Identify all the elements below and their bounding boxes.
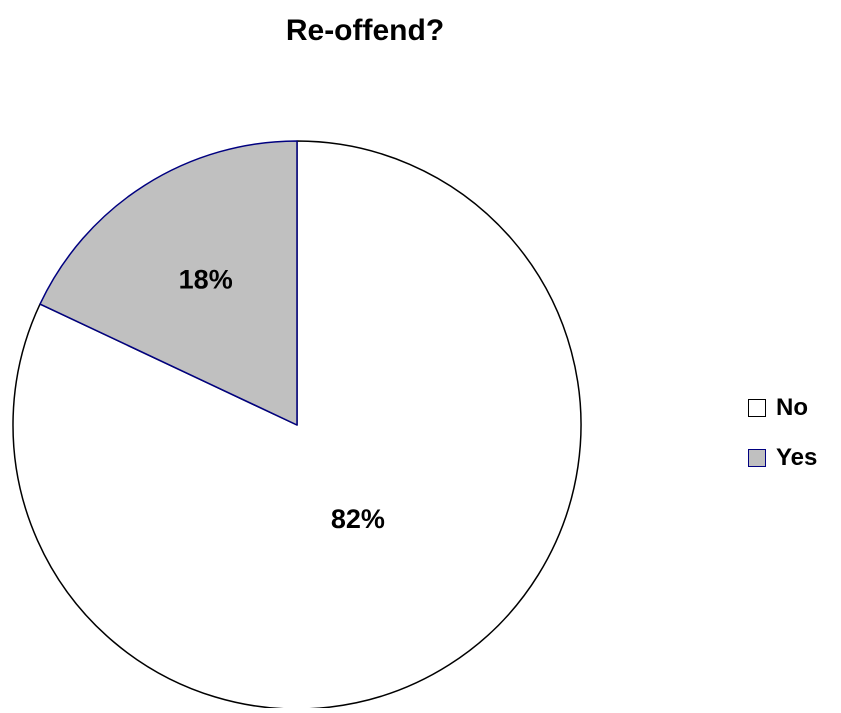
- legend-swatch-yes: [748, 449, 766, 467]
- legend-label-no: No: [776, 394, 808, 421]
- legend-label-yes: Yes: [776, 444, 818, 471]
- legend: No Yes: [748, 390, 841, 490]
- data-label-yes: 18%: [179, 264, 233, 294]
- pie-chart: 82% 18%: [12, 140, 582, 710]
- legend-item-yes: Yes: [748, 440, 841, 476]
- legend-item-no: No: [748, 390, 841, 426]
- data-label-no: 82%: [331, 504, 385, 534]
- pie-slice-yes: [39, 140, 298, 426]
- chart-title: Re-offend?: [285, 14, 445, 47]
- legend-swatch-no: [748, 399, 766, 417]
